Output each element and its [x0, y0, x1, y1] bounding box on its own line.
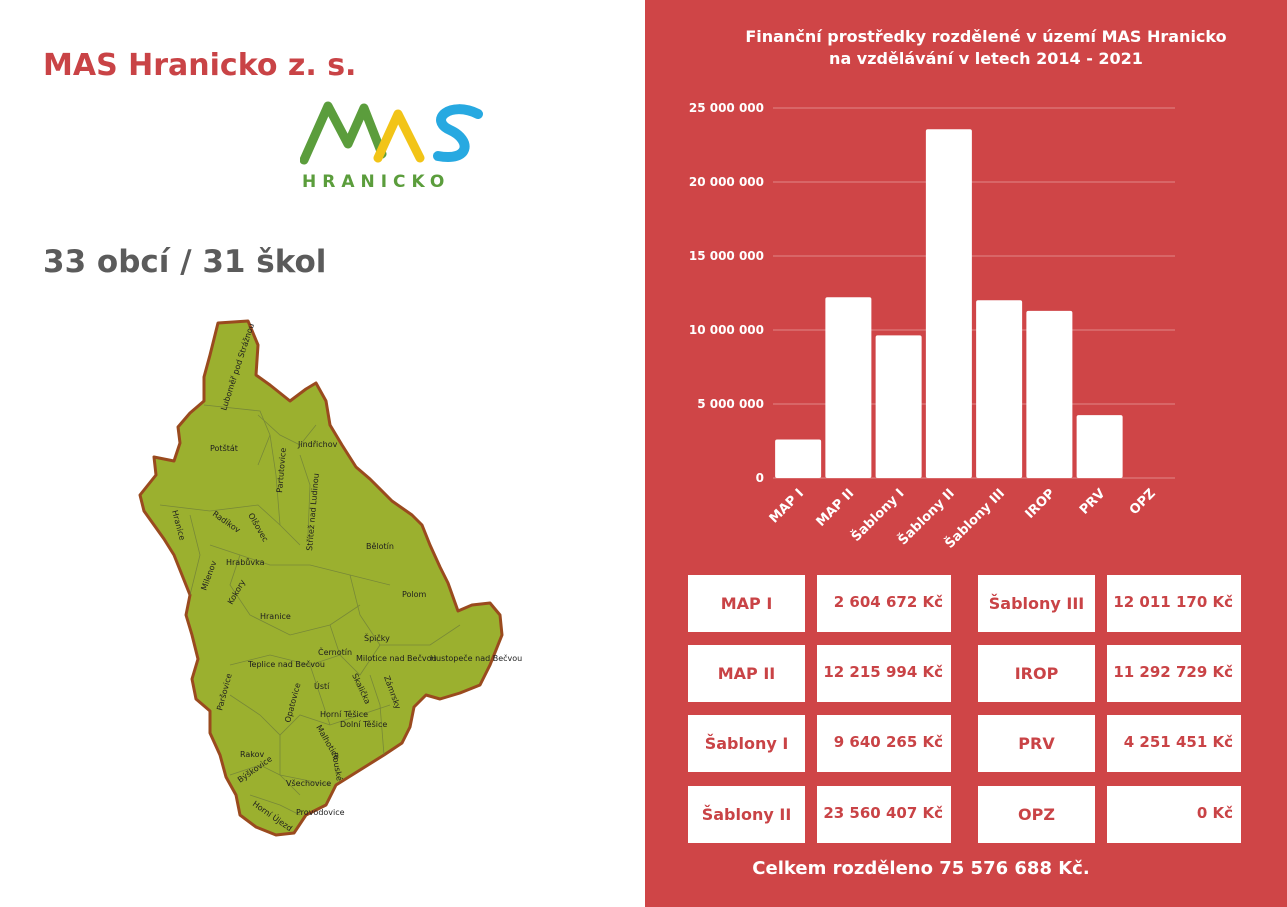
bar-prv: [1076, 415, 1123, 478]
municipalities-schools-count: 33 obcí / 31 škol: [43, 244, 327, 280]
y-tick-label: 5 000 000: [697, 397, 764, 411]
map-label-provodovice: Provodovice: [296, 808, 345, 817]
total-amount: Celkem rozděleno 75 576 688 Kč.: [752, 858, 1090, 879]
table-value: 12 215 994 Kč: [817, 645, 951, 702]
map-label-partutovice: Partutovice: [275, 447, 288, 493]
table-value: 12 011 170 Kč: [1107, 575, 1241, 632]
bar-šablony-iii: [976, 300, 1023, 478]
x-tick-label: MAP I: [767, 486, 807, 526]
map-label-rouske: Rouské: [330, 752, 345, 782]
org-title: MAS Hranicko z. s.: [43, 48, 357, 83]
map-label-hranice: Hranice: [260, 612, 291, 621]
table-label: Šablony II: [688, 786, 805, 843]
x-tick-label: MAP II: [814, 486, 858, 530]
x-tick-label: PRV: [1077, 486, 1109, 518]
chart-title-line-1: Finanční prostředky rozdělené v území MA…: [745, 27, 1227, 46]
map-label-milotice: Milotice nad Bečvou: [356, 653, 437, 663]
y-tick-label: 10 000 000: [689, 323, 764, 337]
map-label-dolni-tesice: Dolní Těšice: [340, 719, 387, 729]
y-tick-label: 0: [756, 471, 764, 485]
logo-wordmark: HRANICKO: [302, 172, 451, 192]
left-panel: MAS Hranicko z. s. HRANICKO 33 obcí / 31…: [43, 48, 523, 837]
map-label-jindrichov: Jindřichov: [297, 440, 338, 449]
table-value: 9 640 265 Kč: [817, 715, 951, 772]
map-label-hustopece: Hustopeče nad Bečvou: [430, 653, 522, 663]
bar-šablony-i: [875, 335, 922, 478]
x-tick-label: OPZ: [1127, 486, 1159, 518]
map-label-horni-tesice: Horní Těšice: [320, 709, 368, 719]
table-value: 0 Kč: [1107, 786, 1241, 843]
mas-logo: [300, 101, 483, 165]
bar-map-ii: [825, 297, 872, 478]
table-label: Šablony I: [688, 715, 805, 772]
y-tick-label: 15 000 000: [689, 249, 764, 263]
table-label: MAP II: [688, 645, 805, 702]
table-label: OPZ: [978, 786, 1095, 843]
table-value: 4 251 451 Kč: [1107, 715, 1241, 772]
region-map: Luboměř pod Strážnou Potštát Jindřichov …: [138, 319, 522, 837]
map-label-vsechovice: Všechovice: [286, 778, 331, 788]
map-label-belotin: Bělotín: [366, 542, 394, 551]
map-label-spicky: Špičky: [364, 632, 390, 643]
right-panel: Finanční prostředky rozdělené v území MA…: [645, 0, 1287, 907]
bar-map-i: [775, 439, 822, 478]
table-label: Šablony III: [978, 575, 1095, 632]
x-tick-label: IROP: [1023, 486, 1059, 522]
map-label-hrabuvka: Hrabůvka: [226, 557, 265, 567]
table-label: IROP: [978, 645, 1095, 702]
bar-šablony-ii: [925, 129, 972, 478]
map-label-teplice: Teplice nad Bečvou: [247, 659, 325, 669]
table-label: PRV: [978, 715, 1095, 772]
y-tick-label: 25 000 000: [689, 101, 764, 115]
bar-irop: [1026, 310, 1073, 478]
map-label-polom: Polom: [402, 590, 427, 599]
chart-title: Finanční prostředky rozdělené v území MA…: [645, 26, 1287, 70]
table-label: MAP I: [688, 575, 805, 632]
region-outline: [138, 319, 504, 837]
table-value: 23 560 407 Kč: [817, 786, 951, 843]
table-value: 2 604 672 Kč: [817, 575, 951, 632]
chart-title-line-2: na vzdělávání v letech 2014 - 2021: [829, 49, 1143, 68]
map-label-potstat: Potštát: [210, 443, 238, 453]
y-tick-label: 20 000 000: [689, 175, 764, 189]
bar-chart: 0 5 000 000 10 000 000 15 000 000 20 000 000…: [689, 101, 1175, 552]
map-label-cernotin: Černotín: [318, 646, 352, 657]
map-label-rakov: Rakov: [240, 750, 265, 759]
table-value: 11 292 729 Kč: [1107, 645, 1241, 702]
map-label-usti: Ústí: [314, 680, 330, 691]
